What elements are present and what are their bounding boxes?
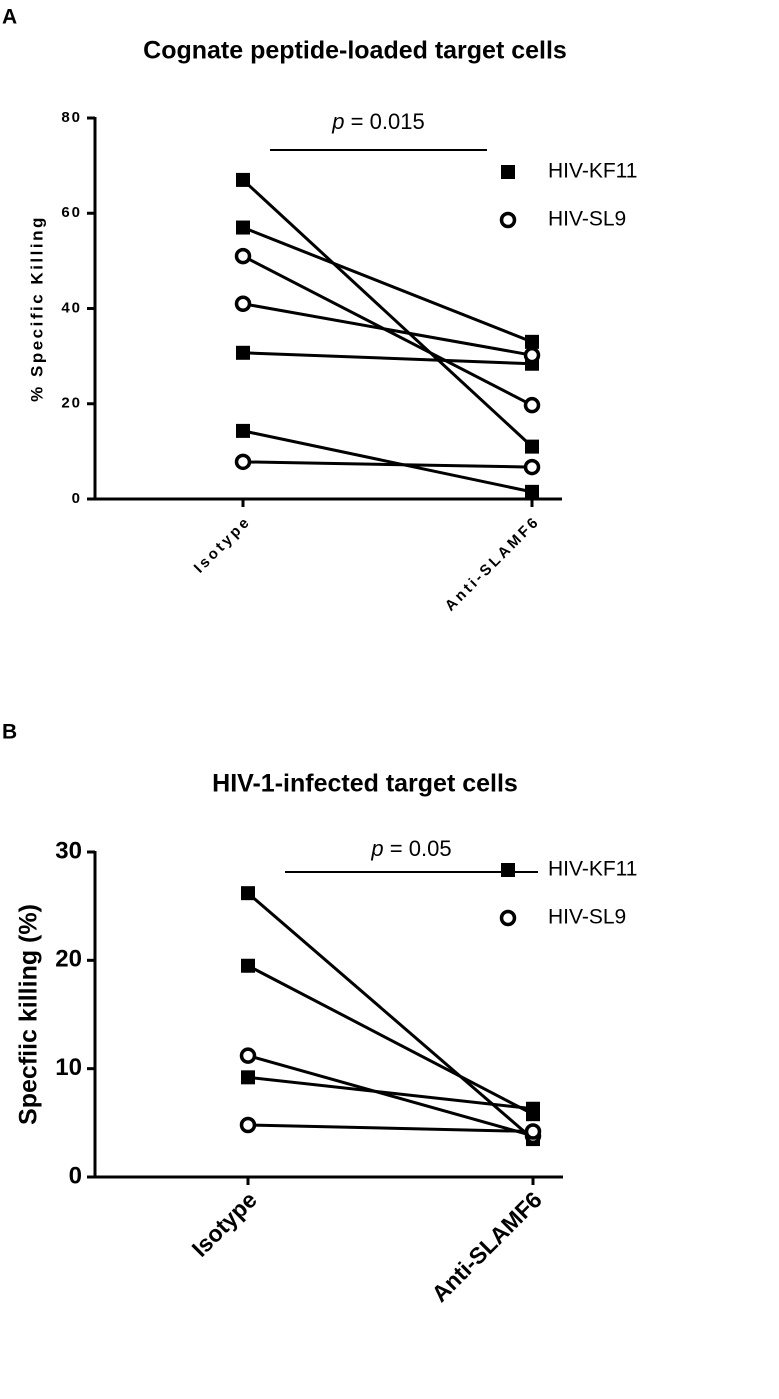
p-value: p = 0.015 bbox=[331, 109, 424, 134]
pair-line bbox=[247, 964, 534, 1116]
pair-line bbox=[242, 226, 533, 344]
y-tick-label: 10 bbox=[55, 1054, 82, 1081]
marker-circle bbox=[524, 1123, 542, 1140]
y-tick-label: 0 bbox=[72, 490, 82, 507]
legend-label: HIV-KF11 bbox=[548, 160, 637, 183]
p-rest: = 0.05 bbox=[384, 836, 452, 861]
marker-square bbox=[241, 958, 255, 973]
legend-label: HIV-SL9 bbox=[548, 208, 626, 231]
p-rest: = 0.015 bbox=[345, 109, 425, 134]
panel-label: B bbox=[2, 721, 17, 744]
y-tick-label: 0 bbox=[69, 1162, 82, 1189]
chart-title: Cognate peptide-loaded target cells bbox=[143, 37, 567, 65]
pair-line bbox=[242, 429, 533, 494]
pair-line bbox=[247, 1054, 534, 1138]
marker-circle bbox=[523, 396, 541, 414]
pair-line bbox=[247, 1075, 534, 1111]
y-tick-label: 30 bbox=[55, 837, 82, 864]
y-axis-label: % Specific Killing bbox=[27, 215, 46, 402]
legend-marker bbox=[499, 909, 517, 927]
x-tick-label: Anti-SLAMF6 bbox=[426, 1186, 546, 1306]
legend-marker bbox=[501, 863, 515, 877]
marker-circle bbox=[239, 1116, 257, 1134]
y-tick-label: 20 bbox=[61, 395, 82, 412]
pair-line bbox=[241, 178, 534, 448]
y-tick-label: 20 bbox=[55, 946, 82, 973]
marker-square bbox=[236, 172, 250, 187]
marker-square bbox=[526, 1101, 540, 1116]
marker-circle bbox=[234, 295, 252, 312]
legend-label: HIV-KF11 bbox=[548, 858, 637, 881]
legend-marker bbox=[499, 211, 517, 229]
x-tick-label: Isotype bbox=[191, 513, 255, 577]
marker-circle bbox=[523, 346, 541, 364]
chart-title: HIV-1-infected target cells bbox=[212, 770, 518, 798]
marker-square bbox=[236, 220, 250, 235]
marker-circle bbox=[523, 458, 541, 476]
y-axis-label: Specfiic killing (%) bbox=[15, 904, 43, 1125]
y-tick-label: 80 bbox=[61, 109, 82, 126]
x-tick-label: Isotype bbox=[187, 1186, 262, 1261]
p-value: p = 0.05 bbox=[370, 836, 451, 861]
pair-line bbox=[242, 351, 533, 366]
pair-line bbox=[247, 1123, 534, 1133]
marker-square bbox=[241, 886, 255, 901]
legend-label: HIV-SL9 bbox=[548, 906, 626, 929]
marker-square bbox=[525, 334, 539, 349]
p-symbol: p bbox=[331, 109, 344, 134]
marker-square bbox=[241, 1070, 255, 1085]
marker-circle bbox=[234, 247, 252, 265]
y-tick-label: 40 bbox=[61, 299, 82, 316]
marker-square bbox=[236, 423, 250, 438]
pair-line bbox=[242, 302, 533, 357]
pair-line bbox=[242, 460, 533, 469]
p-symbol: p bbox=[370, 836, 383, 861]
panel-label: A bbox=[2, 6, 17, 29]
x-tick-label: Anti-SLAMF6 bbox=[442, 513, 544, 615]
legend-marker bbox=[501, 165, 515, 179]
marker-square bbox=[525, 484, 539, 499]
marker-square bbox=[525, 439, 539, 454]
y-tick-label: 60 bbox=[61, 204, 82, 221]
marker-circle bbox=[239, 1047, 257, 1064]
marker-circle bbox=[234, 453, 252, 471]
marker-square bbox=[236, 345, 250, 360]
pair-line bbox=[247, 892, 534, 1141]
